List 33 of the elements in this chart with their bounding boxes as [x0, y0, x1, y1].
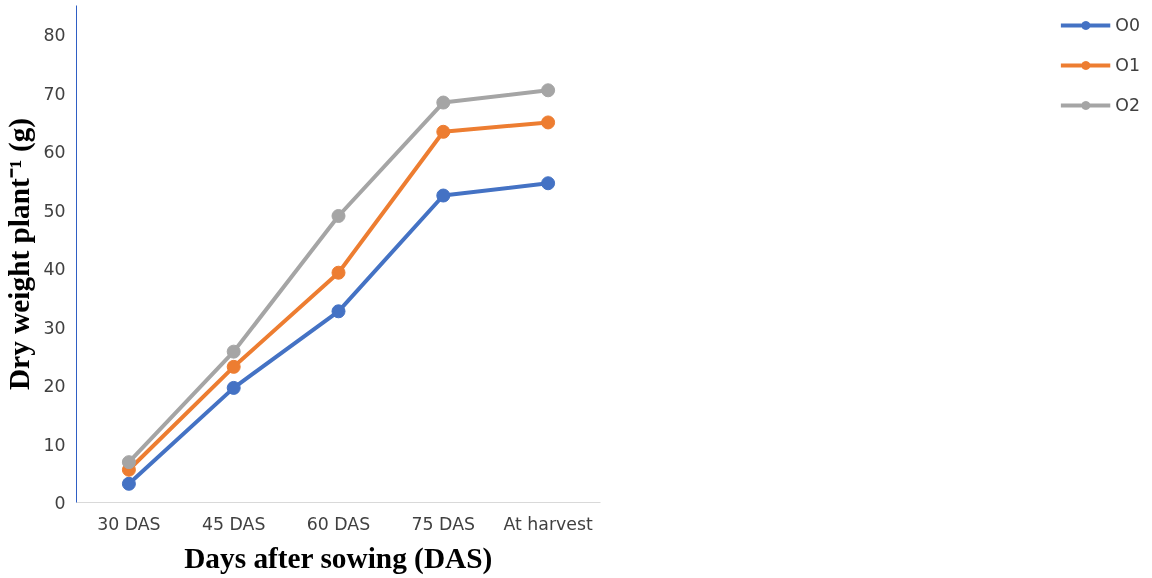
- point: [436, 188, 451, 203]
- x-axis-title: Days after sowing (DAS): [184, 541, 493, 575]
- point: [121, 476, 136, 491]
- point: [331, 304, 346, 319]
- x-tick-label: 45 DAS: [201, 513, 266, 534]
- legend-label: O1: [1115, 55, 1140, 75]
- y-tick-label: 60: [43, 142, 66, 163]
- point: [226, 359, 241, 374]
- y-tick-label: 30: [43, 317, 66, 338]
- point: [541, 115, 556, 130]
- x-tick-label: At harvest: [503, 513, 593, 534]
- point: [541, 176, 556, 191]
- x-tick-label: 30 DAS: [97, 513, 161, 534]
- point: [331, 209, 346, 223]
- y-tick-label: 50: [43, 200, 66, 221]
- point: [436, 95, 451, 110]
- y-tick-label: 70: [43, 83, 66, 104]
- y-tick-label: 40: [43, 259, 66, 280]
- y-tick-label: 80: [43, 25, 66, 46]
- legend-label: O2: [1115, 95, 1140, 115]
- point: [436, 124, 451, 139]
- y-tick-label: 0: [54, 493, 66, 513]
- point: [226, 380, 241, 395]
- point: [331, 265, 346, 280]
- legend-label: O0: [1115, 15, 1140, 35]
- y-tick-label: 10: [43, 434, 66, 455]
- y-axis-title: Dry weight plant⁻¹ (g): [3, 117, 37, 391]
- point: [121, 455, 136, 470]
- x-tick-label: 75 DAS: [411, 513, 476, 534]
- y-tick-label: 20: [43, 376, 66, 397]
- x-tick-label: 60 DAS: [306, 513, 371, 534]
- point: [226, 344, 241, 359]
- point: [541, 83, 556, 98]
